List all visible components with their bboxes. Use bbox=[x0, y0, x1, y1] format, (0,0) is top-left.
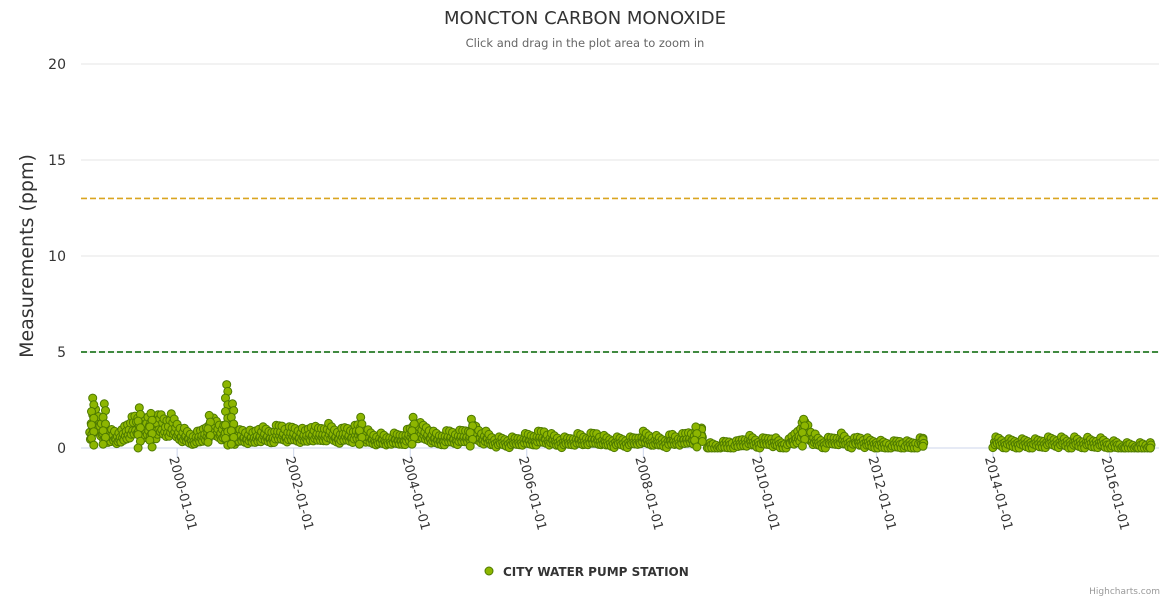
x-tick-label: 2000-01-01 bbox=[165, 455, 199, 532]
x-tick-label: 2006-01-01 bbox=[515, 455, 549, 532]
x-tick-label: 2008-01-01 bbox=[631, 455, 665, 532]
x-tick-label: 2016-01-01 bbox=[1098, 455, 1132, 532]
data-point[interactable] bbox=[355, 439, 364, 449]
data-point[interactable] bbox=[98, 439, 108, 449]
legend-item-label[interactable]: CITY WATER PUMP STATION bbox=[503, 565, 689, 579]
legend[interactable]: CITY WATER PUMP STATION bbox=[484, 565, 689, 579]
data-point[interactable] bbox=[465, 441, 475, 451]
x-axis: 2000-01-01 2002-01-01 2004-01-01 2006-01-01… bbox=[165, 448, 1132, 532]
grid-lines bbox=[81, 63, 1159, 449]
data-point[interactable] bbox=[918, 441, 928, 451]
data-point[interactable] bbox=[89, 440, 99, 450]
x-tick-label: 2012-01-01 bbox=[865, 455, 899, 532]
data-point[interactable] bbox=[1145, 443, 1155, 453]
data-point[interactable] bbox=[226, 439, 236, 449]
x-tick-label: 2010-01-01 bbox=[748, 455, 782, 532]
data-point[interactable] bbox=[133, 443, 143, 453]
data-point[interactable] bbox=[407, 439, 417, 449]
plot-lines bbox=[81, 197, 1159, 353]
series-points[interactable] bbox=[85, 380, 1156, 453]
data-point[interactable] bbox=[203, 437, 213, 447]
x-tick-label: 2014-01-01 bbox=[981, 455, 1015, 532]
x-tick-label: 2004-01-01 bbox=[398, 455, 432, 532]
data-point[interactable] bbox=[147, 442, 157, 452]
data-point[interactable] bbox=[797, 441, 807, 451]
legend-marker-icon[interactable] bbox=[484, 566, 494, 576]
y-tick-label: 10 bbox=[48, 249, 66, 265]
data-point[interactable] bbox=[692, 442, 702, 452]
y-axis-label: Measurements (ppm) bbox=[16, 154, 38, 358]
credits-link[interactable]: Highcharts.com bbox=[1089, 587, 1160, 597]
x-tick-label: 2002-01-01 bbox=[282, 455, 316, 532]
chart-subtitle: Click and drag in the plot area to zoom … bbox=[466, 36, 705, 50]
y-tick-label: 0 bbox=[57, 441, 66, 457]
chart-title: MONCTON CARBON MONOXIDE bbox=[444, 8, 726, 29]
y-tick-label: 15 bbox=[48, 153, 66, 169]
y-axis-ticks: 0 5 10 15 20 bbox=[48, 57, 66, 457]
y-tick-label: 5 bbox=[57, 345, 66, 361]
y-tick-label: 20 bbox=[48, 57, 66, 73]
